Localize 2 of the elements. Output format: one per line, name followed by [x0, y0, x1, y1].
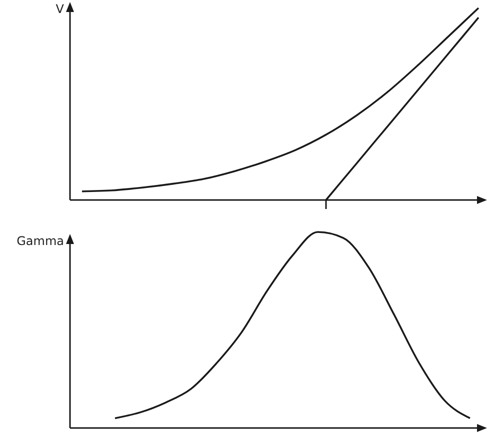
- y-axis-title: Gamma: [16, 234, 64, 248]
- y-axis-title: V: [56, 2, 65, 16]
